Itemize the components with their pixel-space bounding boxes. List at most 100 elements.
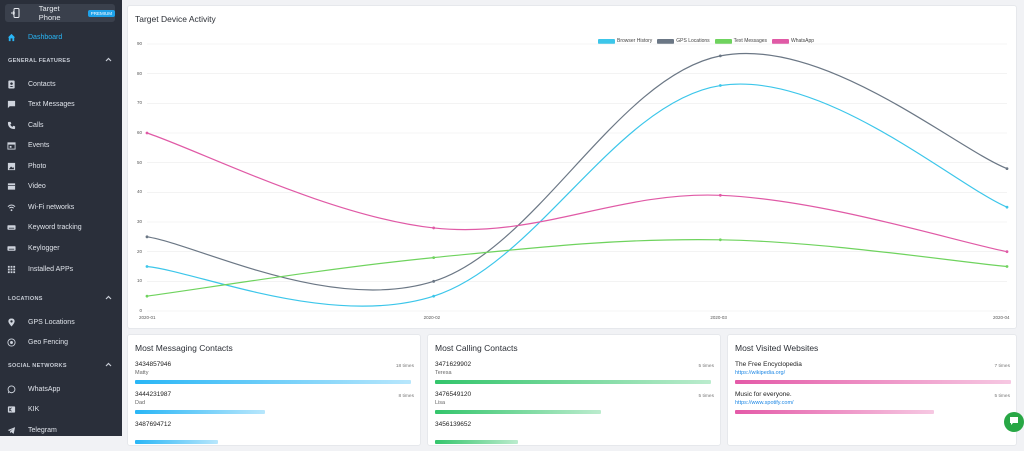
nav-kik-label: KIK: [28, 405, 40, 413]
messaging-title: Most Messaging Contacts: [135, 343, 233, 353]
data-point[interactable]: [718, 54, 722, 58]
chevron-up-icon: [105, 295, 112, 302]
nav-contacts[interactable]: Contacts: [0, 76, 122, 92]
nav-text-messages-label: Text Messages: [28, 100, 75, 108]
nav-dashboard[interactable]: Dashboard: [0, 29, 122, 45]
data-point[interactable]: [145, 131, 149, 135]
contact-name: Matty: [135, 370, 149, 376]
data-point[interactable]: [718, 84, 722, 87]
y-tick-label: 30: [136, 219, 142, 224]
legend-item[interactable]: WhatsApp: [772, 38, 814, 44]
nav-keylogger-label: Keylogger: [28, 244, 60, 252]
telegram-icon: [6, 425, 16, 435]
nav-keylogger[interactable]: Keylogger: [0, 240, 122, 256]
apps-grid-icon: [6, 264, 16, 274]
data-point[interactable]: [1005, 250, 1009, 254]
nav-gps-locations[interactable]: GPS Locations: [0, 314, 122, 330]
wifi-icon: [6, 202, 16, 212]
nav-kik[interactable]: KIK: [0, 401, 122, 417]
data-point[interactable]: [718, 238, 722, 242]
count-label: 5 times: [994, 394, 1010, 399]
contact-number: 3487694712: [135, 421, 172, 428]
data-point[interactable]: [432, 279, 436, 283]
premium-badge: PREMIUM: [87, 9, 115, 17]
website-url-link[interactable]: https://wikipedia.org/: [735, 370, 786, 376]
chat-widget-button[interactable]: [1004, 412, 1024, 432]
contact-number: 3444231987: [135, 391, 172, 398]
kik-icon: [6, 404, 16, 414]
nav-telegram-label: Telegram: [28, 426, 57, 434]
calling-card: Most Calling Contacts 3471629902 Teresa 5 …: [427, 334, 721, 446]
website-title: Music for everyone.: [735, 391, 792, 398]
legend-item[interactable]: Browser History: [598, 38, 652, 44]
nav-geo-fencing-label: Geo Fencing: [28, 338, 69, 346]
nav-video[interactable]: Video: [0, 178, 122, 194]
data-point[interactable]: [432, 256, 436, 259]
activity-title: Target Device Activity: [135, 14, 216, 24]
series-line-whatsapp: [146, 132, 1008, 253]
list-item: 3434857946 Matty 18 times: [135, 361, 414, 391]
website-url-link[interactable]: https://www.spotify.com/: [735, 400, 794, 406]
sidebar: Target Phone PREMIUM Dashboard GENERAL F…: [0, 0, 122, 436]
home-icon: [6, 32, 16, 42]
nav-geo-fencing[interactable]: Geo Fencing: [0, 334, 122, 350]
x-tick-label: 2020-04: [993, 315, 1010, 320]
websites-title: Most Visited Websites: [735, 343, 819, 353]
list-item: 3471629902 Teresa 5 times: [435, 361, 714, 391]
nav-calls[interactable]: Calls: [0, 117, 122, 133]
nav-events[interactable]: Events: [0, 137, 122, 153]
data-point[interactable]: [1005, 205, 1009, 209]
section-locations[interactable]: LOCATIONS: [8, 295, 112, 302]
list-item: 3476549120 Lisa 5 times: [435, 391, 714, 421]
messaging-card: Most Messaging Contacts 3434857946 Matty 1…: [127, 334, 421, 446]
count-label: 18 times: [395, 364, 414, 369]
list-item: The Free Encyclopedia https://wikipedia.o…: [735, 361, 1011, 391]
nav-wifi-networks[interactable]: Wi-Fi networks: [0, 199, 122, 215]
data-point[interactable]: [145, 294, 149, 298]
contact-name: Lisa: [435, 400, 446, 406]
activity-card: Target Device Activity Browser History GP…: [127, 5, 1017, 329]
frequency-bar: [735, 410, 934, 414]
legend-swatch: [772, 38, 790, 44]
nav-telegram[interactable]: Telegram: [0, 422, 122, 436]
data-point[interactable]: [432, 226, 436, 230]
frequency-bar: [435, 440, 518, 444]
legend-item[interactable]: Text Messages: [714, 38, 768, 44]
section-social-networks[interactable]: SOCIAL NETWORKS: [8, 362, 112, 369]
chat-icon: [1009, 413, 1019, 431]
websites-card: Most Visited Websites The Free Encyclope…: [727, 334, 1017, 446]
legend-label: GPS Locations: [676, 38, 710, 44]
nav-photo[interactable]: Photo: [0, 158, 122, 174]
website-title: The Free Encyclopedia: [735, 361, 802, 368]
y-tick-label: 70: [136, 100, 142, 106]
section-general-features[interactable]: GENERAL FEATURES: [8, 57, 112, 64]
nav-whatsapp[interactable]: WhatsApp: [0, 381, 122, 397]
data-point[interactable]: [1005, 167, 1009, 171]
data-point[interactable]: [145, 265, 149, 268]
keyboard-icon: [6, 243, 16, 253]
nav-text-messages[interactable]: Text Messages: [0, 96, 122, 112]
series-line-gps-locations: [146, 53, 1008, 291]
data-point[interactable]: [1005, 265, 1009, 268]
target-phone-button[interactable]: Target Phone PREMIUM: [5, 4, 115, 22]
list-item: Music for everyone. https://www.spotify.c…: [735, 391, 1010, 421]
target-phone-label: Target Phone: [38, 4, 61, 22]
nav-keyword-tracking[interactable]: Keyword tracking: [0, 219, 122, 235]
frequency-bar: [435, 410, 601, 414]
section-social-title: SOCIAL NETWORKS: [8, 362, 67, 369]
data-point[interactable]: [718, 193, 722, 197]
data-point[interactable]: [432, 294, 436, 298]
nav-installed-apps[interactable]: Installed APPs: [0, 261, 122, 277]
data-point[interactable]: [145, 235, 149, 239]
legend-label: Text Messages: [733, 38, 768, 44]
contact-number: 3471629902: [435, 361, 472, 368]
nav-video-label: Video: [28, 182, 46, 190]
list-item: 3456139652: [435, 421, 714, 451]
x-tick-label: 2020-02: [423, 315, 441, 320]
x-tick-label: 2020-03: [710, 315, 727, 320]
legend-item[interactable]: GPS Locations: [657, 38, 710, 44]
section-general-title: GENERAL FEATURES: [8, 57, 71, 64]
contact-number: 3476549120: [435, 391, 472, 398]
y-tick-label: 80: [136, 70, 142, 76]
legend-swatch: [657, 38, 675, 44]
